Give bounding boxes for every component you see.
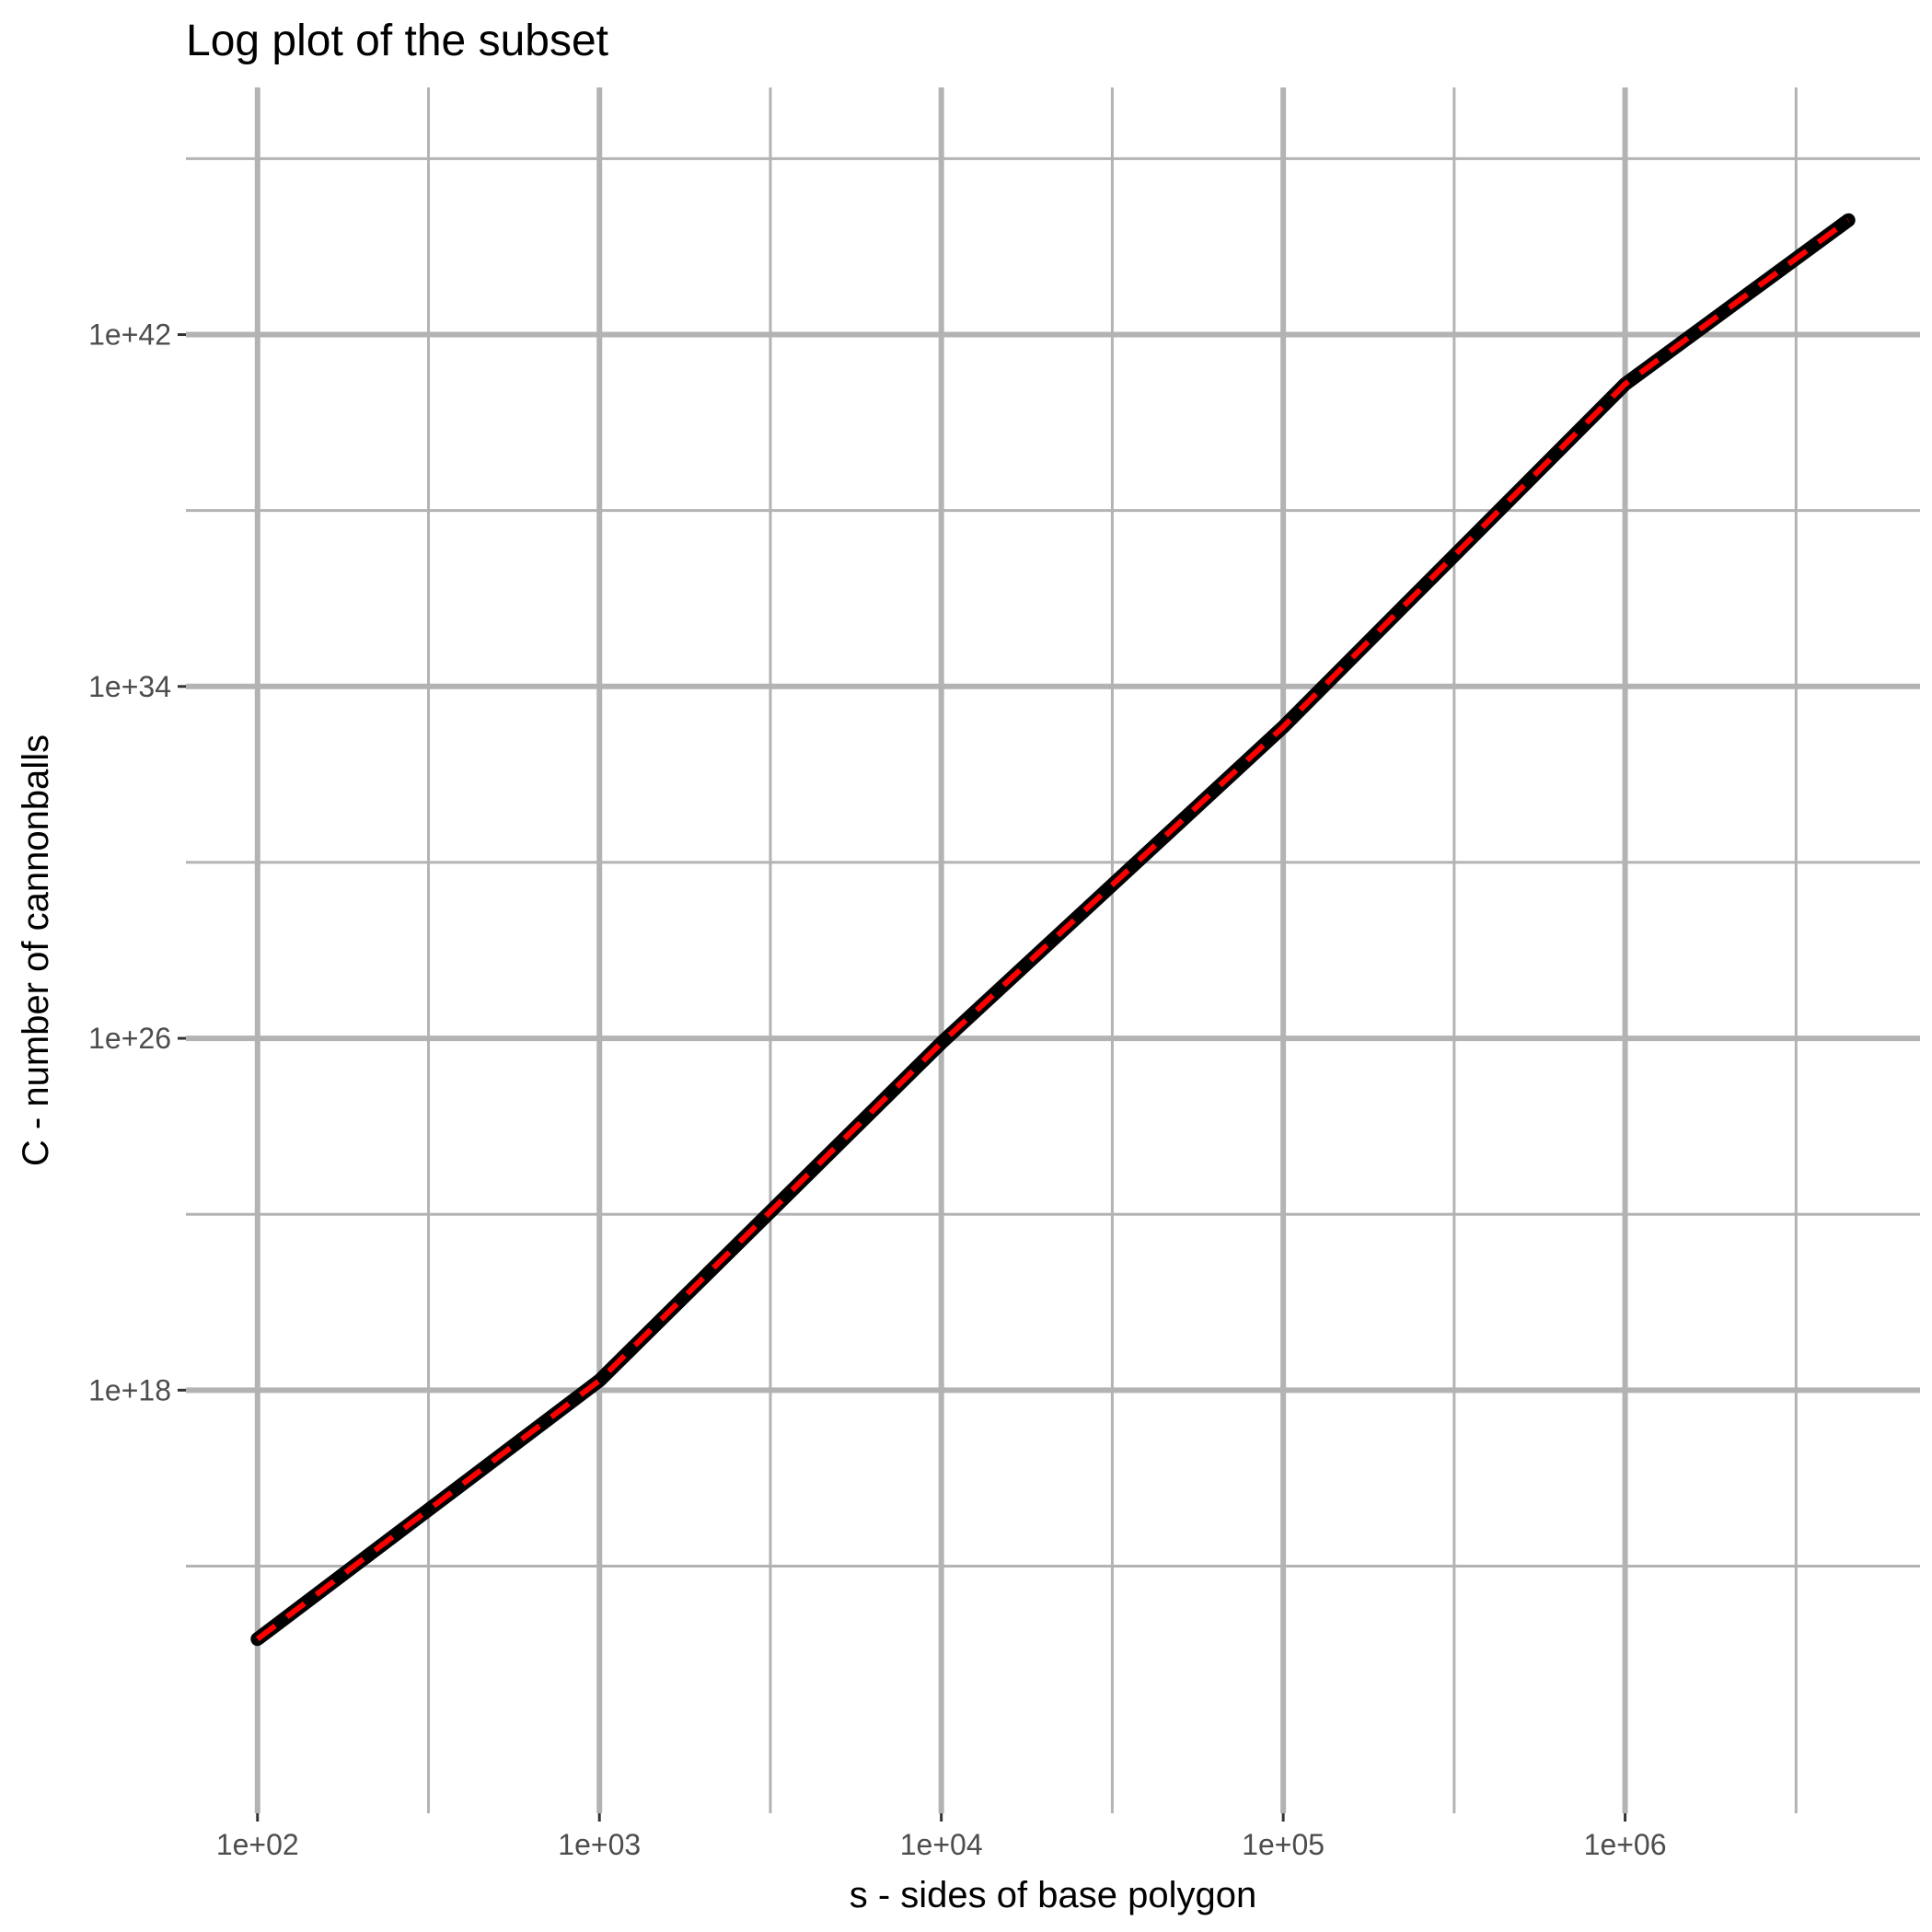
x-axis: 1e+02 1e+03 1e+04 1e+05 1e+06	[216, 1813, 1667, 1861]
y-tick-label: 1e+26	[88, 1022, 171, 1055]
series-line-dashed	[255, 217, 1850, 1642]
x-axis-label: s - sides of base polygon	[850, 1875, 1256, 1915]
y-tick-label: 1e+42	[88, 318, 171, 352]
y-tick-label: 1e+34	[88, 670, 171, 703]
y-tick-label: 1e+18	[88, 1373, 171, 1406]
series-layer	[250, 213, 1856, 1647]
x-tick-label: 1e+04	[900, 1828, 983, 1861]
x-tick-label: 1e+02	[216, 1828, 299, 1861]
x-tick-label: 1e+03	[558, 1828, 641, 1861]
plot-panel	[186, 87, 1920, 1813]
grid-minor	[186, 87, 1920, 1813]
grid-major	[186, 87, 1920, 1813]
chart-title: Log plot of the subset	[186, 17, 608, 65]
y-axis-label: C - number of cannonballs	[16, 735, 56, 1166]
x-tick-label: 1e+06	[1584, 1828, 1667, 1861]
y-axis: 1e+18 1e+26 1e+34 1e+42	[88, 318, 186, 1406]
x-tick-label: 1e+05	[1242, 1828, 1325, 1861]
